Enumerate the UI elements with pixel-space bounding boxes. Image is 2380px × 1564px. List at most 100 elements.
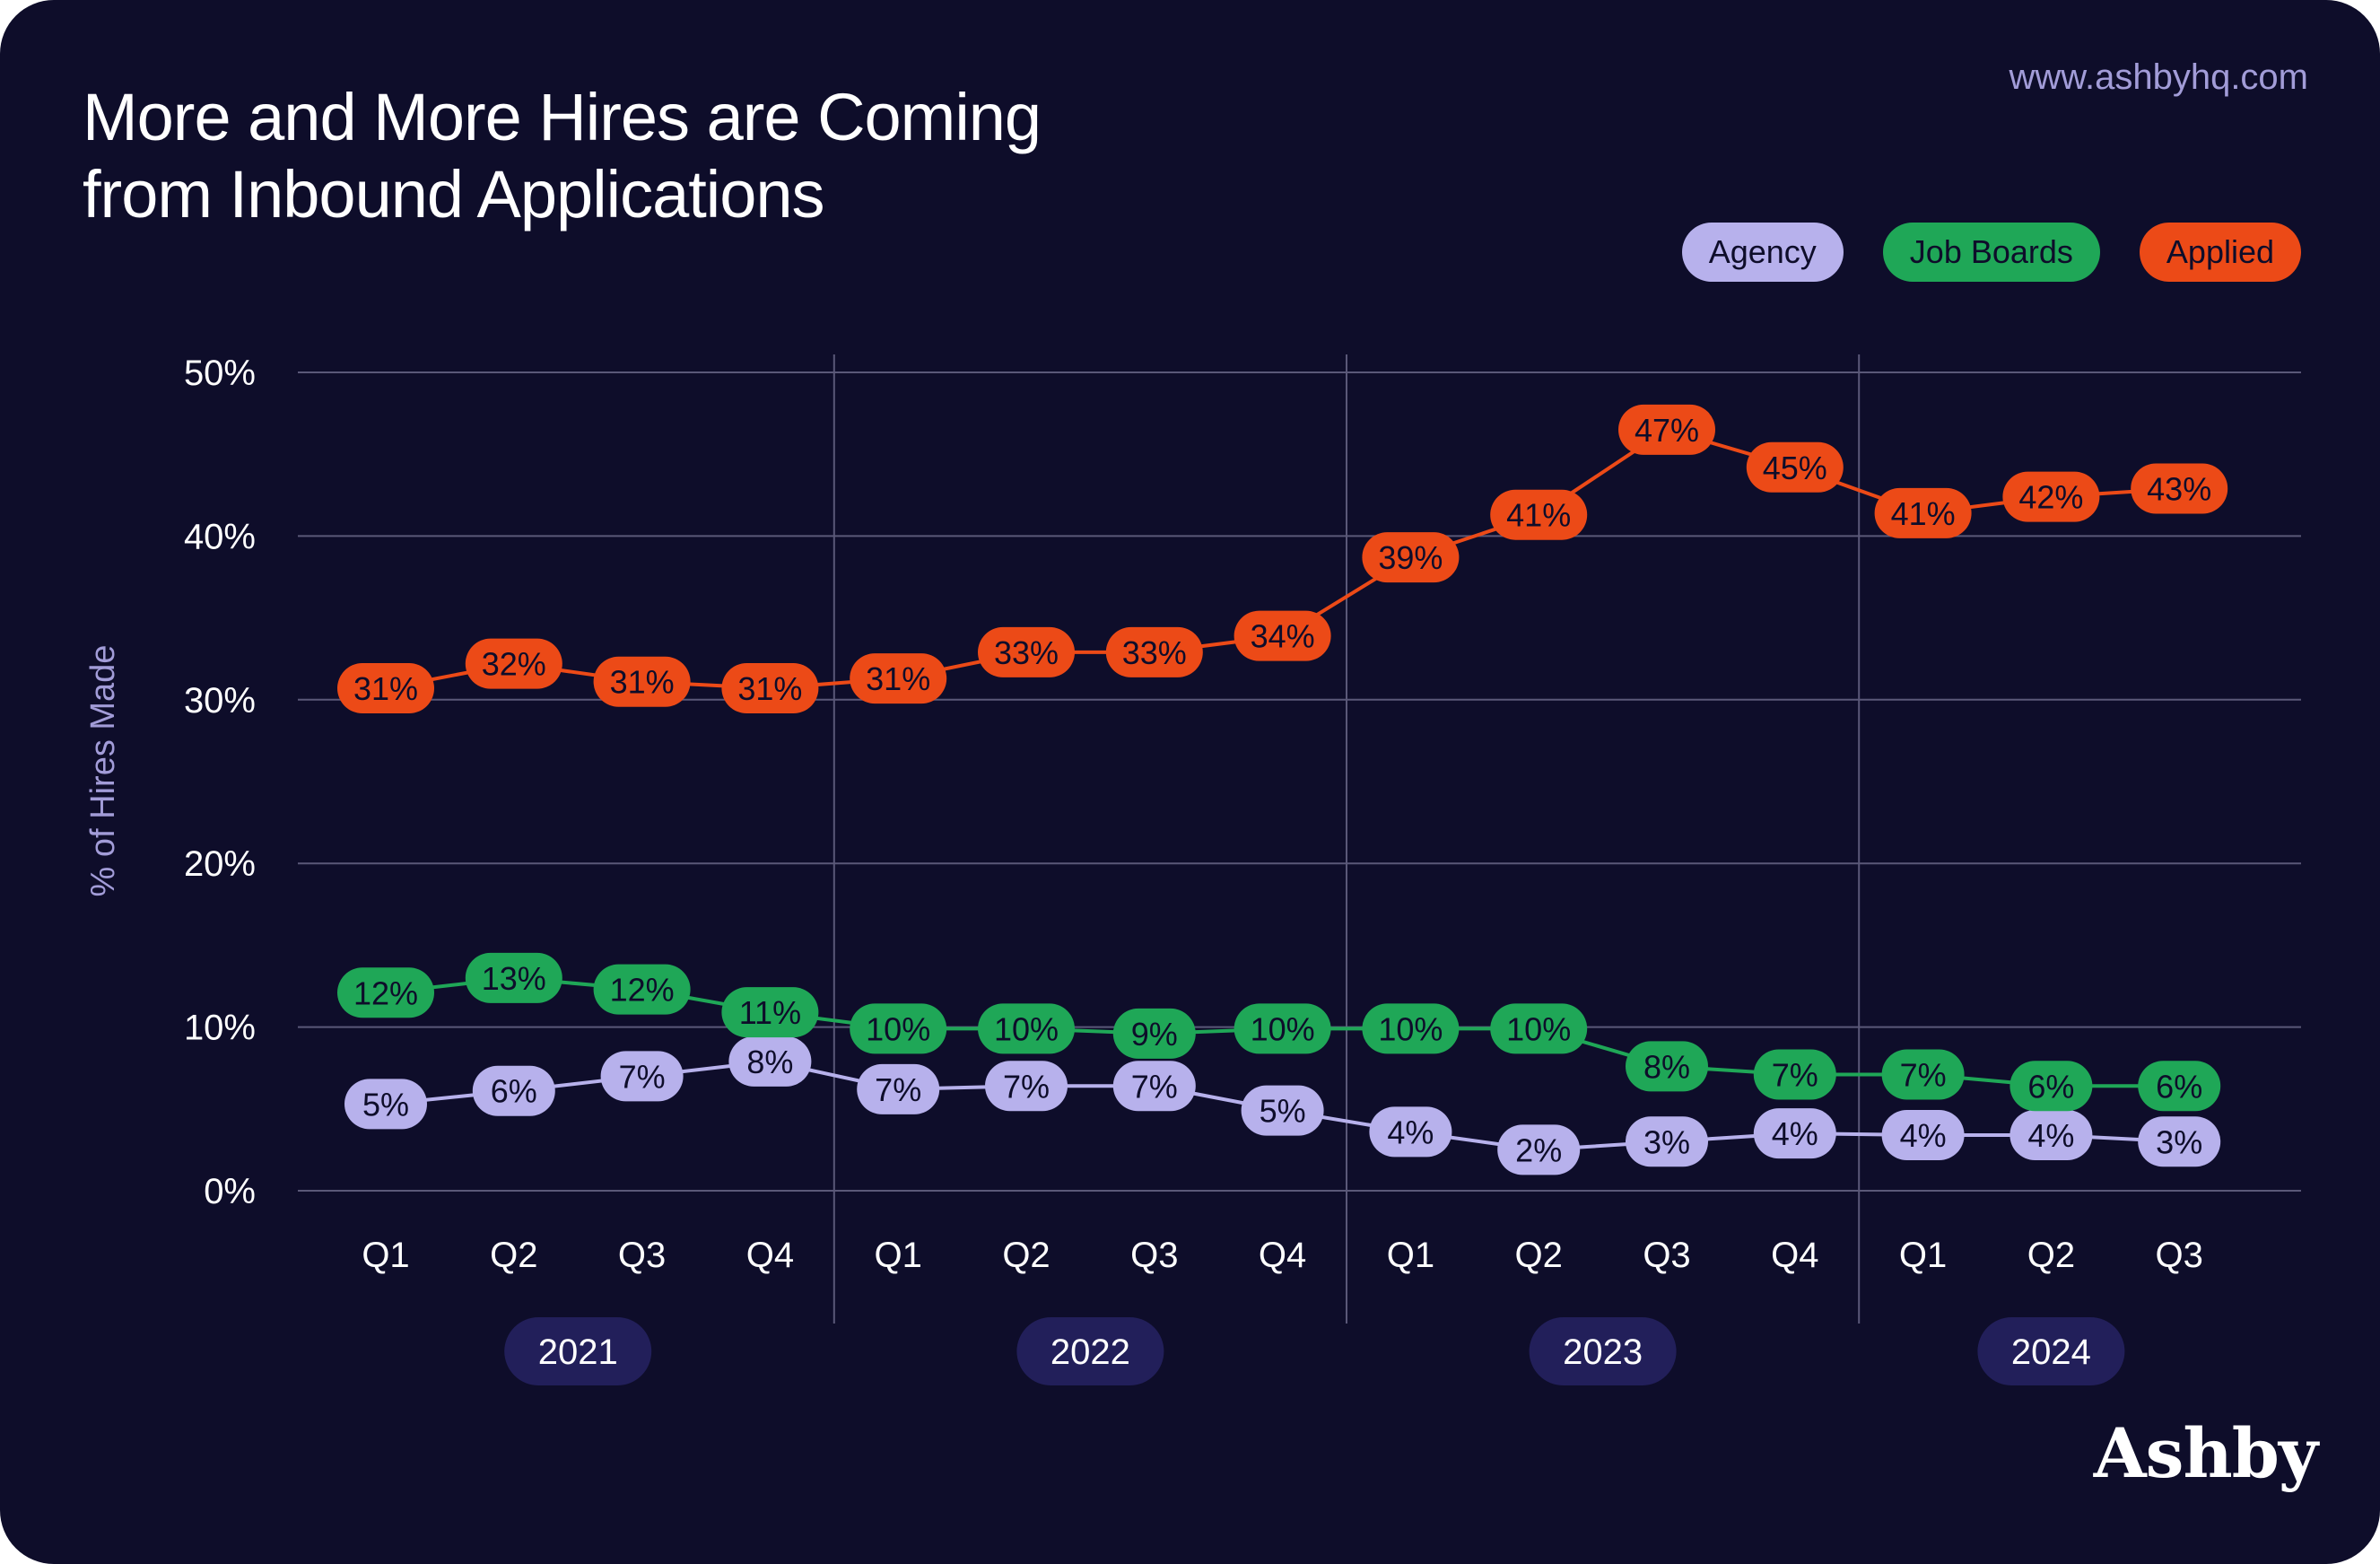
data-label-applied-5: 33% — [994, 634, 1059, 671]
legend-agency: Agency — [1681, 223, 1844, 282]
chart-title: More and More Hires are Coming from Inbo… — [83, 79, 1042, 233]
data-point-agency-3 — [728, 1035, 812, 1087]
data-label-job-boards-11: 7% — [1772, 1056, 1818, 1093]
legend-applied: Applied — [2139, 223, 2301, 282]
data-point-job-boards-8 — [1362, 1003, 1460, 1054]
data-point-job-boards-13 — [2009, 1061, 2093, 1112]
data-label-agency-5: 7% — [1003, 1068, 1050, 1105]
data-point-applied-10 — [1618, 404, 1715, 455]
data-point-applied-14 — [2131, 463, 2228, 514]
data-label-applied-14: 43% — [2147, 471, 2211, 508]
x-tick-label-7: Q4 — [1259, 1236, 1306, 1275]
data-point-applied-13 — [2002, 471, 2100, 522]
data-label-applied-4: 31% — [866, 660, 930, 697]
data-point-applied-11 — [1746, 441, 1844, 493]
year-pill-2021 — [504, 1317, 652, 1385]
data-label-applied-12: 41% — [1891, 495, 1956, 532]
x-tick-label-14: Q3 — [2156, 1236, 2203, 1275]
y-tick-label-0: 0% — [204, 1172, 256, 1211]
data-point-agency-4 — [857, 1063, 940, 1114]
x-tick-label-10: Q3 — [1643, 1236, 1690, 1275]
x-tick-label-9: Q2 — [1515, 1236, 1563, 1275]
data-label-agency-1: 6% — [491, 1073, 537, 1110]
y-tick-label-2: 20% — [184, 844, 256, 884]
data-point-job-boards-14 — [2138, 1061, 2221, 1112]
year-label-2022: 2022 — [1051, 1332, 1130, 1372]
data-point-applied-12 — [1874, 487, 1972, 538]
data-label-job-boards-1: 13% — [482, 960, 546, 997]
data-label-job-boards-10: 8% — [1643, 1048, 1690, 1085]
y-tick-label-1: 10% — [184, 1009, 256, 1048]
data-point-agency-0 — [344, 1079, 427, 1130]
data-point-applied-6 — [1105, 626, 1203, 677]
data-label-agency-0: 5% — [362, 1086, 409, 1123]
data-label-job-boards-7: 10% — [1251, 1010, 1315, 1047]
x-tick-label-0: Q1 — [362, 1236, 409, 1275]
year-pill-2022 — [1016, 1317, 1164, 1385]
x-tick-label-12: Q1 — [1899, 1236, 1947, 1275]
data-label-job-boards-3: 11% — [739, 994, 801, 1031]
data-label-agency-14: 3% — [2156, 1123, 2202, 1160]
data-point-job-boards-1 — [465, 952, 562, 1003]
data-point-applied-5 — [978, 626, 1075, 677]
data-label-agency-11: 4% — [1772, 1115, 1818, 1152]
legend: Agency Job Boards Applied — [1681, 223, 2301, 282]
data-point-job-boards-9 — [1490, 1003, 1588, 1054]
data-label-job-boards-9: 10% — [1506, 1010, 1571, 1047]
data-label-job-boards-14: 6% — [2156, 1068, 2202, 1105]
data-point-applied-3 — [721, 663, 819, 714]
x-tick-label-1: Q2 — [490, 1236, 537, 1275]
y-tick-label-5: 50% — [184, 354, 256, 393]
data-label-job-boards-12: 7% — [1900, 1056, 1947, 1093]
data-label-job-boards-4: 10% — [866, 1010, 930, 1047]
legend-job-boards: Job Boards — [1882, 223, 2100, 282]
data-point-job-boards-2 — [593, 964, 691, 1015]
data-label-applied-1: 32% — [482, 646, 546, 683]
data-point-agency-7 — [1241, 1085, 1324, 1136]
data-point-job-boards-6 — [1112, 1008, 1196, 1059]
data-label-applied-11: 45% — [1763, 450, 1827, 486]
data-label-applied-6: 33% — [1122, 634, 1187, 671]
data-point-agency-12 — [1881, 1109, 1965, 1160]
x-tick-label-5: Q2 — [1002, 1236, 1050, 1275]
data-point-agency-11 — [1753, 1108, 1836, 1159]
data-point-agency-6 — [1112, 1061, 1196, 1112]
y-axis-title: % of Hires Made — [84, 645, 122, 897]
data-label-agency-7: 5% — [1260, 1093, 1306, 1130]
data-point-agency-13 — [2009, 1109, 2093, 1160]
data-label-applied-0: 31% — [353, 670, 418, 707]
data-point-job-boards-10 — [1626, 1041, 1708, 1092]
data-point-agency-8 — [1369, 1106, 1452, 1158]
data-label-agency-13: 4% — [2027, 1117, 2074, 1154]
data-label-agency-10: 3% — [1643, 1123, 1690, 1160]
data-point-applied-2 — [593, 656, 691, 707]
data-point-applied-7 — [1234, 610, 1331, 661]
data-label-applied-10: 47% — [1635, 412, 1699, 449]
data-point-job-boards-12 — [1881, 1049, 1965, 1100]
data-label-agency-8: 4% — [1387, 1114, 1434, 1150]
data-point-job-boards-0 — [337, 967, 434, 1018]
data-label-job-boards-2: 12% — [610, 972, 675, 1009]
data-point-job-boards-4 — [850, 1003, 947, 1054]
data-point-agency-2 — [600, 1051, 684, 1102]
data-label-agency-12: 4% — [1900, 1117, 1947, 1154]
data-label-job-boards-5: 10% — [994, 1010, 1059, 1047]
data-point-job-boards-5 — [978, 1003, 1075, 1054]
data-label-applied-13: 42% — [2018, 479, 2083, 516]
data-label-agency-9: 2% — [1515, 1131, 1562, 1168]
year-label-2021: 2021 — [538, 1332, 618, 1372]
data-point-job-boards-3 — [721, 987, 819, 1038]
year-pill-2023 — [1529, 1317, 1677, 1385]
chart-title-line-1: More and More Hires are Coming — [83, 80, 1042, 154]
x-tick-label-4: Q1 — [875, 1236, 922, 1275]
data-label-applied-7: 34% — [1251, 618, 1315, 655]
x-tick-label-3: Q4 — [746, 1236, 794, 1275]
data-label-applied-3: 31% — [737, 670, 802, 707]
x-tick-label-13: Q2 — [2027, 1236, 2075, 1275]
data-label-job-boards-8: 10% — [1378, 1010, 1443, 1047]
data-point-job-boards-7 — [1234, 1003, 1331, 1054]
year-pill-2024 — [1977, 1317, 2125, 1385]
y-tick-label-4: 40% — [184, 517, 256, 556]
